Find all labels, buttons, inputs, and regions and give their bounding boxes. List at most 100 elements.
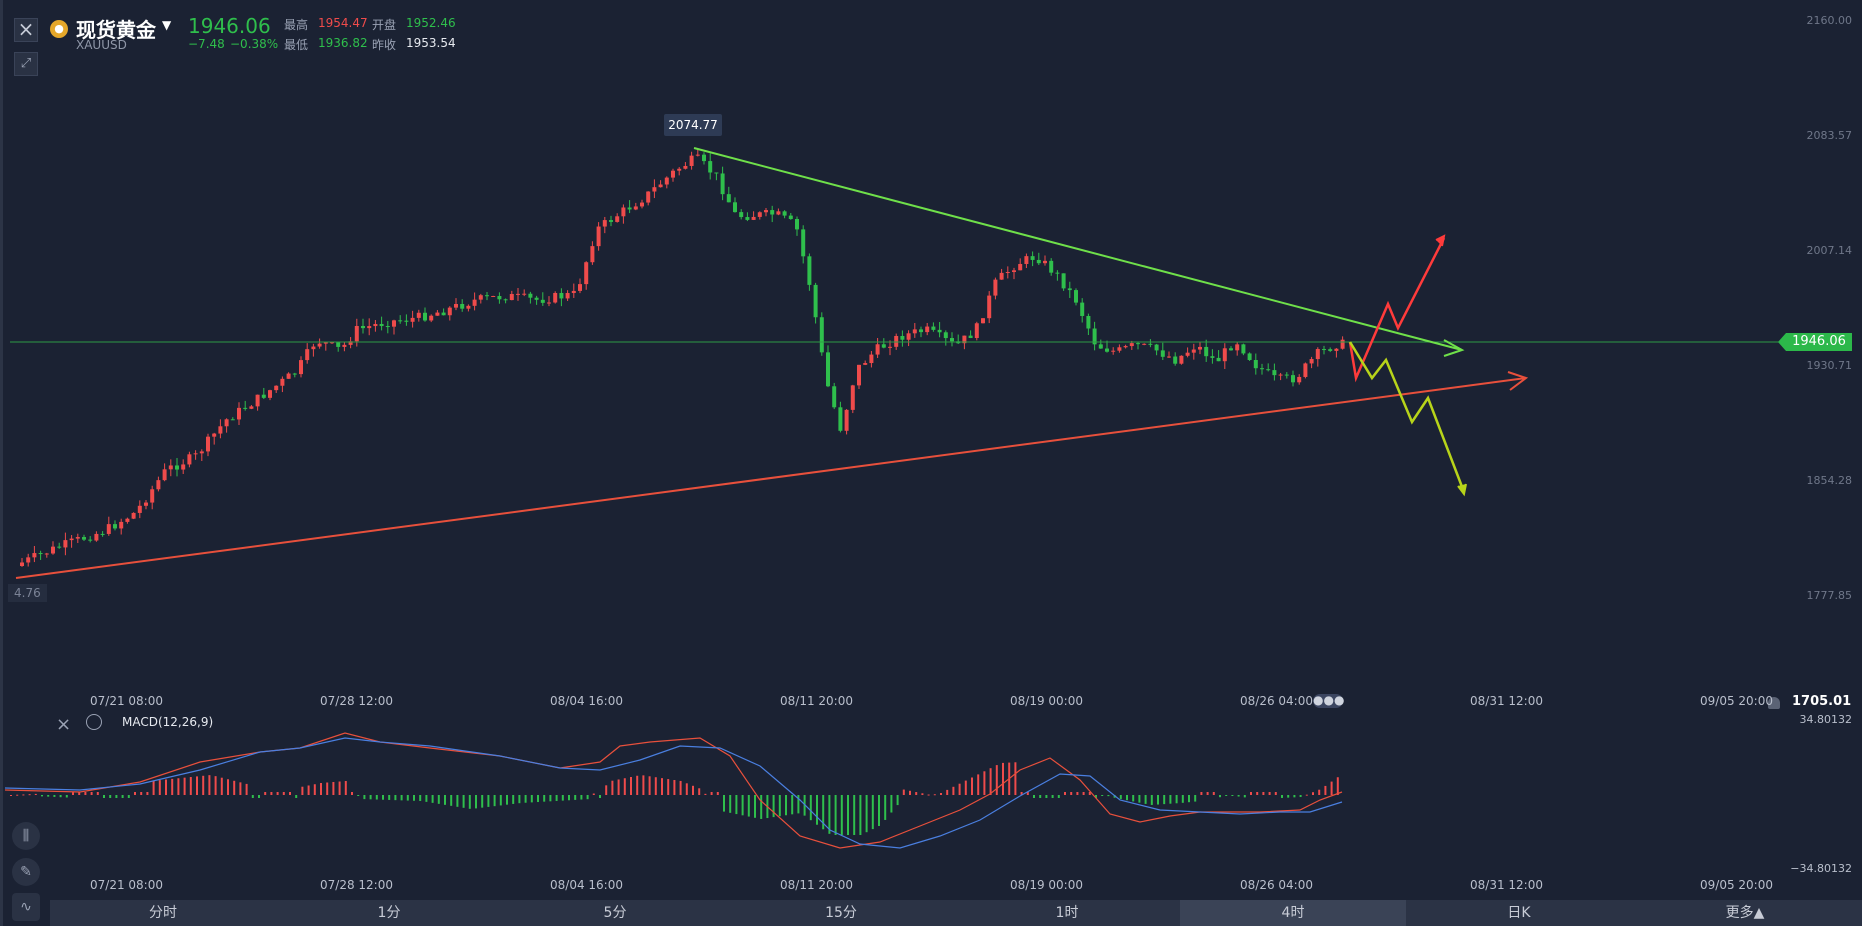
macd-bar (685, 783, 688, 795)
close-icon[interactable]: × (14, 18, 38, 42)
macd-bar (400, 795, 403, 801)
macd-bar (307, 785, 310, 795)
candle-body (658, 184, 663, 188)
tab-15min[interactable]: 15分 (825, 905, 857, 921)
high-label: 最高 (284, 18, 309, 32)
chevron-down-icon[interactable]: ▼ (162, 18, 172, 32)
macd-bar (1076, 792, 1079, 795)
macd-bar (475, 795, 477, 809)
candle-body (1167, 356, 1171, 358)
candle-body (491, 296, 496, 298)
candle-body (832, 386, 837, 408)
macd-bar (865, 795, 868, 833)
candle-body (745, 217, 750, 220)
macd-bar (1225, 795, 1228, 796)
macd-bar (933, 794, 936, 796)
candle-body (733, 202, 737, 213)
tab-more[interactable]: 更多▲ (1725, 905, 1765, 921)
tab-fenshi[interactable]: 分时 (149, 905, 177, 921)
macd-bar (1045, 795, 1048, 798)
candle-body (850, 385, 855, 410)
candle-body (392, 320, 396, 327)
candle-body (212, 433, 217, 437)
candle-body (1260, 368, 1264, 370)
macd-bar (797, 795, 800, 814)
candle-body (144, 502, 148, 506)
instrument-title[interactable]: 现货黄金 (76, 18, 156, 42)
more-dots-icon[interactable]: ●●● (1313, 693, 1345, 708)
macd-bar (1107, 795, 1110, 797)
candle-body (652, 187, 657, 192)
macd-bar (152, 780, 155, 795)
macd-bar (1200, 792, 1203, 795)
candle-body (57, 546, 62, 548)
tab-4hour[interactable]: 4时 (1180, 900, 1406, 926)
candle-body (429, 315, 434, 321)
macd-bar (840, 795, 843, 835)
instrument-symbol: XAUUSD (76, 38, 127, 52)
macd-bar (282, 792, 285, 795)
candle-body (1123, 346, 1128, 348)
tab-1min[interactable]: 1分 (377, 905, 401, 921)
macd-bar (22, 794, 25, 796)
macd-bar (549, 795, 552, 802)
macd-bar (214, 776, 217, 795)
candle-body (51, 546, 55, 554)
macd-bar (902, 789, 905, 795)
macd-x-axis-label: 08/04 16:00 (550, 878, 623, 892)
candlestick-tool-icon[interactable]: ⫼ (12, 822, 40, 850)
candle-body (1080, 302, 1085, 316)
candle-body (410, 317, 415, 322)
macd-bar (146, 792, 149, 795)
candle-body (615, 216, 620, 222)
candle-body (299, 360, 303, 375)
close-icon[interactable]: × (56, 714, 72, 735)
candle-body (237, 407, 241, 420)
macd-bar (72, 792, 74, 795)
macd-bar (326, 782, 329, 795)
macd-bar (1039, 795, 1042, 798)
candle-body (528, 293, 533, 298)
tab-daily[interactable]: 日K (1507, 905, 1531, 921)
candle-body (863, 363, 868, 365)
tab-1hour[interactable]: 1时 (1055, 905, 1079, 921)
eye-icon[interactable] (86, 714, 102, 730)
candle-body (354, 325, 359, 342)
macd-bar (710, 792, 713, 795)
expand-icon[interactable]: ⤢ (14, 52, 38, 76)
y-axis-label: 1777.85 (1806, 589, 1853, 602)
candle-body (503, 299, 508, 301)
macd-bar (716, 792, 719, 795)
macd-bar (878, 795, 880, 826)
macd-bar (698, 788, 701, 795)
macd-bar (760, 795, 763, 819)
macd-bar (611, 780, 614, 795)
macd-bar (41, 795, 43, 797)
candle-body (1092, 328, 1097, 345)
candle-body (1012, 270, 1016, 273)
candle-body (689, 155, 694, 166)
bell-icon[interactable] (1768, 697, 1780, 709)
macd-bar (1163, 795, 1166, 805)
macd-bar (1175, 795, 1178, 804)
candle-body (559, 292, 564, 299)
macd-bar (295, 795, 298, 798)
candle-body (726, 194, 731, 203)
macd-bar (828, 795, 831, 834)
candle-body (224, 419, 229, 427)
pen-tool-icon[interactable]: ✎ (12, 858, 40, 886)
low-value: 1936.82 (318, 36, 368, 50)
candle-body (1204, 346, 1209, 357)
tab-5min[interactable]: 5分 (603, 905, 627, 921)
indicator-tool-icon[interactable]: ∿ (12, 893, 40, 921)
candle-body (1043, 260, 1047, 264)
candle-body (255, 394, 260, 407)
bearish-arrowhead (1457, 483, 1467, 497)
macd-bar (809, 795, 812, 821)
macd-bar (909, 790, 911, 795)
current-price: 1946.06 (188, 14, 271, 38)
upper-trend-arrowhead (1443, 339, 1465, 357)
lower-trend-line (15, 377, 1527, 579)
macd-bar (1194, 795, 1197, 802)
